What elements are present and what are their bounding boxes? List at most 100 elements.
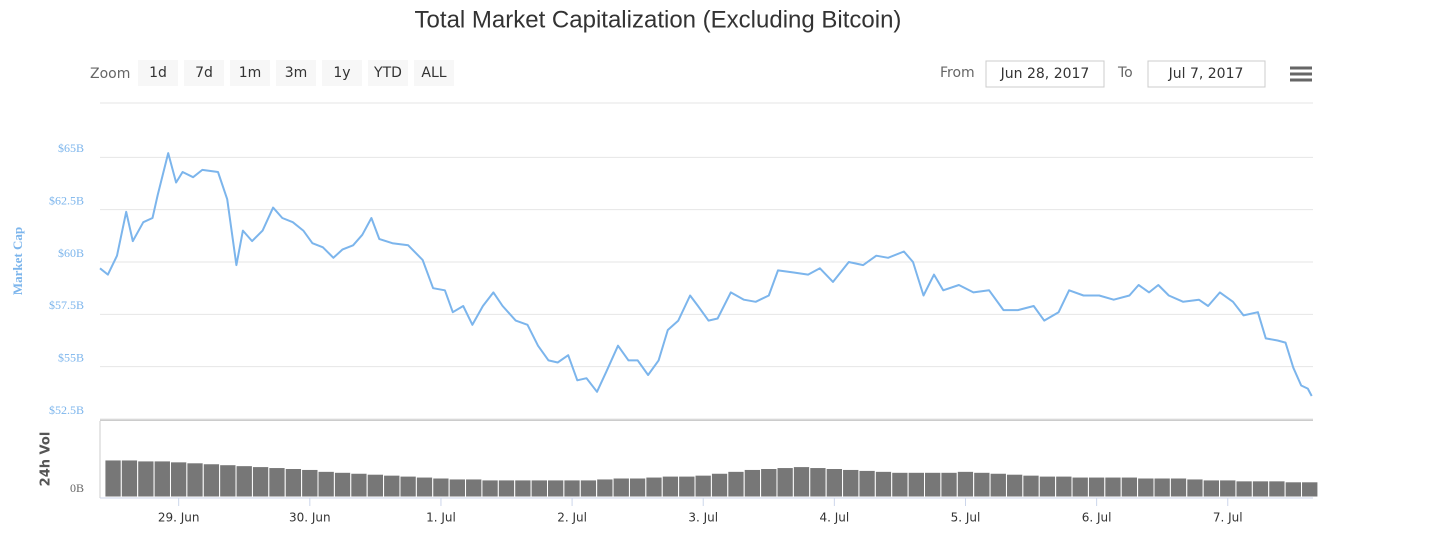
volume-bar: [1251, 480, 1270, 498]
volume-bar: [383, 474, 401, 498]
volume-bar: [219, 464, 237, 498]
volume-bar: [104, 459, 122, 498]
y-tick-label: $65B: [58, 141, 84, 155]
volume-bar: [153, 460, 171, 498]
volume-bar: [1301, 481, 1319, 498]
volume-bar: [1284, 481, 1303, 498]
volume-bar: [481, 479, 499, 498]
volume-bar: [120, 459, 139, 498]
y-tick-label: $60B: [58, 246, 84, 260]
volume-bar: [317, 470, 335, 498]
x-tick-label: 3. Jul: [688, 511, 718, 525]
volume-bar: [760, 468, 778, 498]
menu-button[interactable]: [1290, 66, 1312, 82]
zoom-button-label[interactable]: ALL: [421, 65, 446, 81]
volume-bar: [251, 466, 270, 498]
x-tick-label: 5. Jul: [951, 511, 981, 525]
volume-bar: [497, 479, 516, 498]
volume-bar: [579, 479, 598, 498]
volume-bar: [301, 468, 319, 498]
volume-bar: [546, 479, 565, 498]
volume-bar: [169, 461, 188, 498]
volume-bar: [645, 476, 663, 498]
volume-bar: [1219, 479, 1237, 498]
volume-bar: [776, 467, 794, 498]
volume-bar: [186, 462, 204, 498]
to-input[interactable]: [1147, 60, 1266, 88]
volume-bar: [202, 463, 221, 498]
zoom-button-label[interactable]: 1d: [149, 65, 167, 81]
from-label: From: [940, 65, 975, 81]
zoom-button[interactable]: [368, 60, 408, 86]
from-date[interactable]: Jun 28, 2017: [1000, 66, 1090, 82]
volume-bar: [661, 475, 680, 498]
zoom-button-label[interactable]: 7d: [195, 65, 213, 81]
volume-bar: [268, 467, 286, 498]
zoom-label: Zoom: [90, 66, 130, 82]
y-tick-label: 0B: [70, 481, 84, 495]
volume-bar: [858, 469, 876, 498]
volume-bar: [1022, 474, 1040, 498]
zoom-button[interactable]: [414, 60, 454, 86]
volume-bar: [612, 477, 630, 498]
to-date[interactable]: Jul 7, 2017: [1168, 66, 1244, 82]
zoom-button[interactable]: [322, 60, 362, 86]
vol-axis-title: 24h Vol: [39, 432, 54, 487]
zoom-button-label[interactable]: 3m: [285, 65, 308, 81]
volume-bar: [530, 479, 548, 498]
zoom-button-label[interactable]: YTD: [373, 65, 402, 81]
volume-bar: [432, 477, 450, 498]
volume-bar: [743, 468, 762, 498]
volume-bar: [1038, 475, 1057, 498]
volume-bar: [792, 466, 811, 498]
volume-bar: [628, 477, 647, 498]
volume-bar: [973, 471, 991, 498]
volume-bar: [874, 470, 893, 498]
volume-bar: [1071, 476, 1089, 498]
volume-bar: [465, 478, 483, 498]
zoom-button[interactable]: [184, 60, 224, 86]
volume-bar: [1005, 473, 1024, 498]
zoom-button-label[interactable]: 1m: [239, 65, 262, 81]
volume-bar: [1104, 476, 1122, 498]
volume-bar: [137, 460, 155, 498]
volume-bar: [596, 478, 614, 498]
volume-bar: [940, 471, 958, 498]
zoom-button-label[interactable]: 1y: [333, 65, 350, 81]
volume-bar: [366, 473, 385, 498]
market-cap-line: [99, 152, 1313, 397]
volume-bar: [514, 479, 532, 498]
volume-bar: [924, 471, 942, 498]
y-axis-title: Market Cap: [10, 227, 25, 295]
volume-bar: [956, 470, 975, 498]
volume-bar: [727, 470, 745, 498]
zoom-button[interactable]: [276, 60, 316, 86]
from-input[interactable]: [985, 60, 1105, 88]
volume-bar: [350, 472, 368, 498]
volume-bar: [842, 468, 860, 498]
zoom-button[interactable]: [138, 60, 178, 86]
volume-bar: [1186, 478, 1204, 498]
volume-bar: [1268, 480, 1286, 498]
volume-bar: [989, 472, 1007, 498]
volume-bar: [1137, 477, 1155, 498]
y-tick-label: $62.5B: [49, 193, 84, 207]
volume-bar: [333, 471, 352, 498]
volume-bar: [1235, 480, 1253, 498]
volume-bar: [1202, 479, 1221, 498]
volume-bar: [907, 471, 926, 498]
x-tick-label: 7. Jul: [1213, 511, 1243, 525]
y-tick-label: $57.5B: [49, 298, 84, 312]
x-tick-label: 4. Jul: [819, 511, 849, 525]
x-tick-label: 1. Jul: [426, 511, 456, 525]
zoom-button[interactable]: [230, 60, 270, 86]
chart-title: Total Market Capitalization (Excluding B…: [415, 6, 902, 33]
to-label: To: [1117, 65, 1133, 81]
volume-bar: [1055, 475, 1073, 498]
volume-bar: [415, 476, 434, 498]
volume-bar: [1153, 477, 1171, 498]
x-tick-label: 29. Jun: [158, 511, 200, 525]
x-tick-label: 30. Jun: [289, 511, 331, 525]
y-tick-label: $52.5B: [49, 403, 84, 417]
